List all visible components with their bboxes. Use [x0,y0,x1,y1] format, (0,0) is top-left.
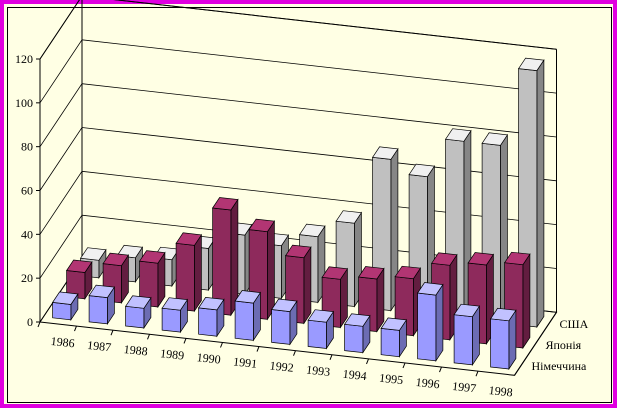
x-tick-label: 1994 [342,367,367,383]
gridline [39,0,557,60]
x-tick-label: 1992 [269,358,294,374]
gridline [39,214,557,279]
bar [234,290,262,342]
gridline [39,170,557,235]
gridline [39,39,557,104]
x-tick-mark [37,321,41,328]
x-tick-label: 1995 [379,371,404,387]
series-label: США [560,317,589,331]
x-tick-mark [183,338,187,344]
bar [161,297,189,334]
x-axis-ticks: 1986 1987 1988 1989 1990 1991 1992 1993 1994 1995… [37,321,513,400]
bar [489,307,517,371]
bar [124,295,152,330]
x-tick-mark [74,325,77,332]
series-label: Німеччина [532,359,588,373]
bar [88,284,116,326]
y-tick-label: 60 [21,184,33,198]
bar [270,298,298,346]
x-tick-label: 1996 [415,375,440,391]
bar [343,313,371,354]
x-tick-mark [256,346,260,352]
y-tick-label: 120 [15,52,33,66]
x-tick-mark [402,362,406,369]
x-tick-label: 1989 [160,346,185,362]
x-tick-label: 1993 [306,363,331,379]
gridline [39,83,557,147]
back-wall-top [113,0,557,50]
x-tick-mark [293,350,296,356]
y-axis-ticks: 0 20 40 60 80 100 120 [15,52,33,329]
x-tick-mark [439,366,442,373]
bar [416,282,444,362]
y-tick-label: 40 [21,227,33,241]
depth-axis-line [514,312,557,376]
x-tick-mark [475,371,479,377]
x-tick-label: 1990 [196,350,221,366]
gridline [39,127,557,191]
bar [197,297,225,338]
x-tick-mark [329,354,333,360]
series-labels: Німеччина Японія США [532,317,589,373]
x-tick-label: 1991 [233,354,258,370]
y-tick-label: 80 [21,140,33,154]
bar [51,291,79,321]
bar [380,317,408,358]
x-tick-mark [366,358,369,365]
y-tick-label: 20 [21,271,33,285]
bar [175,232,203,313]
bar [65,259,93,300]
x-tick-label: 1998 [488,383,513,399]
x-tick-label: 1988 [123,342,148,358]
y-tick-label: 100 [15,96,33,110]
bar [453,303,481,367]
bar [211,197,239,317]
series-label: Японія [546,338,582,352]
x-tick-mark [110,330,114,336]
y-tick-label: 0 [27,315,33,329]
x-tick-mark [147,334,150,340]
x-tick-label: 1987 [87,338,112,354]
bar [307,309,335,350]
bar [138,250,166,309]
x-tick-mark [220,342,223,348]
x-tick-label: 1997 [452,379,477,395]
bars [51,57,545,371]
x-tick-label: 1986 [50,334,75,350]
